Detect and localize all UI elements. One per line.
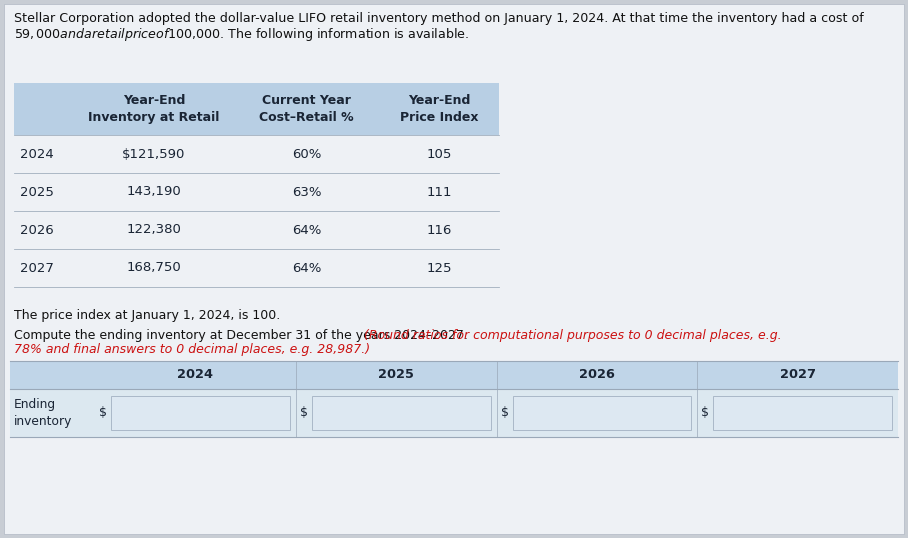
FancyBboxPatch shape [512,396,691,430]
Text: 2025: 2025 [379,369,414,381]
Text: 122,380: 122,380 [126,223,182,237]
FancyBboxPatch shape [4,4,904,534]
Text: 2024: 2024 [20,147,54,160]
Text: $59,000 and a retail price of $100,000. The following information is available.: $59,000 and a retail price of $100,000. … [14,26,469,43]
Text: $121,590: $121,590 [123,147,186,160]
Text: Compute the ending inventory at December 31 of the years 2024–2027.: Compute the ending inventory at December… [14,329,472,342]
FancyBboxPatch shape [714,396,892,430]
Text: 63%: 63% [291,186,321,199]
Text: 60%: 60% [291,147,321,160]
Text: $: $ [500,407,508,420]
Text: Stellar Corporation adopted the dollar-value LIFO retail inventory method on Jan: Stellar Corporation adopted the dollar-v… [14,12,864,25]
Text: $: $ [300,407,308,420]
Text: 143,190: 143,190 [126,186,182,199]
Text: Year-End
Price Index: Year-End Price Index [400,94,479,124]
Text: (Round ratios for computational purposes to 0 decimal places, e.g.: (Round ratios for computational purposes… [364,329,782,342]
Text: Year-End
Inventory at Retail: Year-End Inventory at Retail [88,94,220,124]
Text: The price index at January 1, 2024, is 100.: The price index at January 1, 2024, is 1… [14,309,281,322]
Text: $: $ [701,407,709,420]
Text: 2026: 2026 [20,223,54,237]
FancyBboxPatch shape [311,396,490,430]
Text: $: $ [99,407,107,420]
Text: Current Year
Cost–Retail %: Current Year Cost–Retail % [259,94,354,124]
FancyBboxPatch shape [14,83,499,135]
Text: 2027: 2027 [20,261,54,274]
Text: 2024: 2024 [177,369,213,381]
Text: Ending
inventory: Ending inventory [14,398,73,428]
FancyBboxPatch shape [111,396,290,430]
Text: 111: 111 [426,186,452,199]
Text: 64%: 64% [291,261,321,274]
Text: 64%: 64% [291,223,321,237]
Text: 2025: 2025 [20,186,54,199]
Text: 116: 116 [427,223,451,237]
Text: 168,750: 168,750 [126,261,182,274]
Text: 2026: 2026 [579,369,615,381]
Text: 125: 125 [426,261,452,274]
FancyBboxPatch shape [10,389,898,437]
FancyBboxPatch shape [10,361,898,389]
Text: 78% and final answers to 0 decimal places, e.g. 28,987.): 78% and final answers to 0 decimal place… [14,343,370,356]
Text: 2027: 2027 [780,369,815,381]
Text: 105: 105 [427,147,451,160]
